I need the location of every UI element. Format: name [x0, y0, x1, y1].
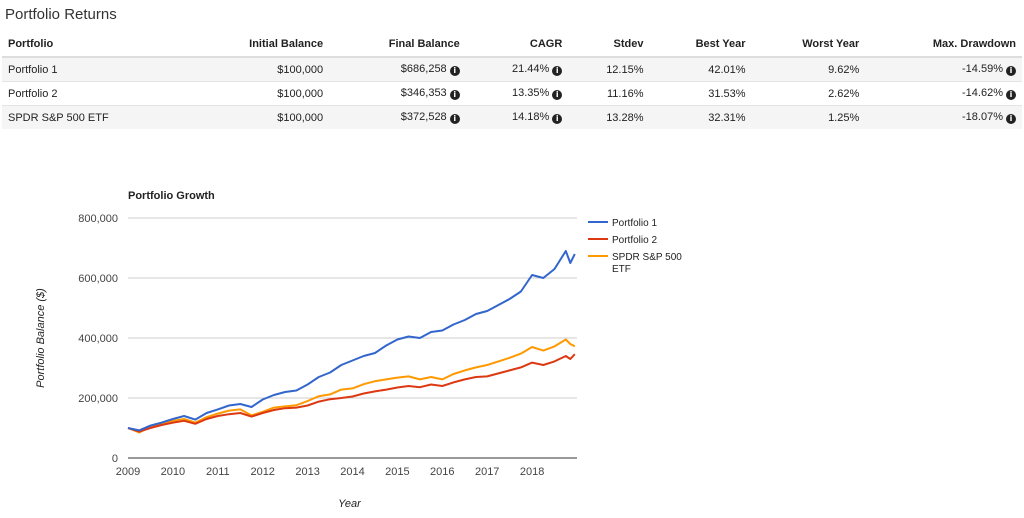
- series-line: [127, 338, 576, 434]
- table-row: Portfolio 2 $100,000 $346,353 i 13.35% i 11.16…: [2, 81, 1022, 106]
- x-tick-label: 2011: [206, 466, 230, 478]
- table-cell: $372,528 i: [329, 105, 466, 129]
- cell-value: Portfolio 1: [8, 63, 58, 76]
- table-cell: 1.25%: [751, 105, 866, 129]
- x-tick-label: 2015: [385, 466, 409, 478]
- info-circle-icon[interactable]: i: [552, 90, 563, 100]
- x-tick-label: 2009: [116, 466, 140, 478]
- cell-value: 12.15%: [606, 63, 644, 76]
- cell-value: -14.62%: [962, 87, 1003, 99]
- cell-value: 11.16%: [607, 87, 644, 100]
- portfolio-returns-table: Portfolio Initial Balance Final Balance CAG…: [2, 31, 1022, 129]
- column-header: Initial Balance: [187, 31, 330, 58]
- x-tick-label: 2013: [295, 466, 319, 478]
- y-tick-label: 0: [112, 453, 118, 465]
- legend-label: SPDR S&P 500 ETF: [612, 252, 682, 275]
- legend-label: Portfolio 1: [612, 218, 657, 229]
- x-tick-label: 2018: [520, 466, 544, 478]
- cell-value: -18.07%: [962, 111, 1003, 123]
- table-cell: $686,258 i: [329, 56, 466, 82]
- cell-value: $100,000: [277, 111, 324, 124]
- table-row: Portfolio 1 $100,000 $686,258 i 21.44% i 12.15…: [2, 56, 1022, 82]
- x-tick-label: 2017: [475, 466, 499, 478]
- table-cell: $100,000: [187, 105, 330, 129]
- cell-value: -14.59%: [962, 63, 1003, 75]
- info-circle-icon[interactable]: i: [1006, 90, 1016, 100]
- table-cell: Portfolio 1: [2, 56, 188, 82]
- table-cell: $100,000: [187, 56, 330, 82]
- info-circle-icon[interactable]: i: [449, 90, 460, 100]
- x-tick-label: 2012: [250, 466, 274, 478]
- info-circle-icon[interactable]: i: [552, 114, 563, 124]
- y-tick-label: 200,000: [78, 393, 118, 405]
- column-header: Final Balance: [329, 31, 466, 58]
- x-tick-label: 2016: [430, 466, 454, 478]
- chart-title: Portfolio Growth: [128, 190, 215, 202]
- info-circle-icon[interactable]: i: [552, 66, 563, 76]
- x-tick-label: 2014: [340, 466, 364, 478]
- table-cell: -14.59% i: [865, 56, 1022, 82]
- y-tick-label: 600,000: [78, 273, 118, 285]
- table-cell: 31.53%: [649, 81, 752, 106]
- section-title: Portfolio Returns: [5, 6, 117, 23]
- info-circle-icon[interactable]: i: [449, 66, 460, 76]
- column-header: Max. Drawdown: [865, 31, 1022, 58]
- column-header: Worst Year: [751, 31, 866, 58]
- column-header: CAGR: [465, 31, 569, 58]
- table-cell: 21.44% i: [465, 56, 569, 82]
- table-cell: -14.62% i: [865, 81, 1022, 106]
- info-circle-icon[interactable]: i: [449, 114, 460, 124]
- table-cell: $100,000: [187, 81, 330, 106]
- cell-value: $346,353: [400, 87, 447, 99]
- table-cell: 12.15%: [568, 56, 650, 82]
- info-circle-icon[interactable]: i: [1006, 66, 1016, 76]
- x-tick-label: 2010: [161, 466, 185, 478]
- column-header: Stdev: [568, 31, 650, 58]
- table-body: Portfolio 1 $100,000 $686,258 i 21.44% i 12.15…: [2, 56, 1022, 129]
- cell-value: 32.31%: [708, 111, 746, 124]
- y-axis-label: Portfolio Balance ($): [35, 288, 47, 388]
- info-circle-icon[interactable]: i: [1006, 114, 1016, 124]
- column-header: Best Year: [649, 31, 752, 58]
- table-cell: 2.62%: [751, 81, 866, 106]
- table-cell: 11.16%: [568, 81, 650, 106]
- cell-value: $100,000: [277, 63, 324, 76]
- cell-value: 42.01%: [708, 63, 746, 76]
- table-cell: Portfolio 2: [2, 81, 188, 106]
- table-cell: SPDR S&P 500 ETF: [2, 105, 188, 129]
- cell-value: SPDR S&P 500 ETF: [8, 111, 109, 124]
- table-cell: 14.18% i: [465, 105, 569, 129]
- y-tick-label: 400,000: [78, 333, 118, 345]
- cell-value: $100,000: [277, 87, 324, 100]
- series-line: [127, 250, 576, 432]
- cell-value: 13.28%: [606, 111, 644, 124]
- cell-value: 1.25%: [828, 111, 860, 124]
- y-tick-label: 800,000: [78, 213, 118, 225]
- series-line: [127, 353, 576, 433]
- table-cell: 32.31%: [649, 105, 752, 129]
- table-cell: 13.28%: [568, 105, 650, 129]
- cell-value: $686,258: [400, 63, 447, 75]
- cell-value: 13.35%: [511, 87, 550, 99]
- legend-label: Portfolio 2: [612, 235, 657, 246]
- cell-value: 14.18%: [511, 111, 550, 123]
- cell-value: $372,528: [400, 111, 447, 123]
- table-cell: 9.62%: [751, 56, 866, 82]
- cell-value: 9.62%: [828, 63, 860, 76]
- cell-value: Portfolio 2: [8, 87, 58, 100]
- table-row: SPDR S&P 500 ETF $100,000 $372,528 i 14.18% i…: [2, 105, 1022, 129]
- cell-value: 31.53%: [708, 87, 746, 100]
- x-axis-label: Year: [338, 498, 362, 510]
- table-cell: 13.35% i: [465, 81, 569, 106]
- table-cell: $346,353 i: [329, 81, 466, 106]
- cell-value: 21.44%: [511, 63, 550, 75]
- column-header: Portfolio: [2, 31, 188, 58]
- cell-value: 2.62%: [828, 87, 860, 100]
- table-cell: -18.07% i: [865, 105, 1022, 129]
- table-header-row: Portfolio Initial Balance Final Balance CAG…: [2, 31, 1022, 58]
- table-cell: 42.01%: [649, 56, 752, 82]
